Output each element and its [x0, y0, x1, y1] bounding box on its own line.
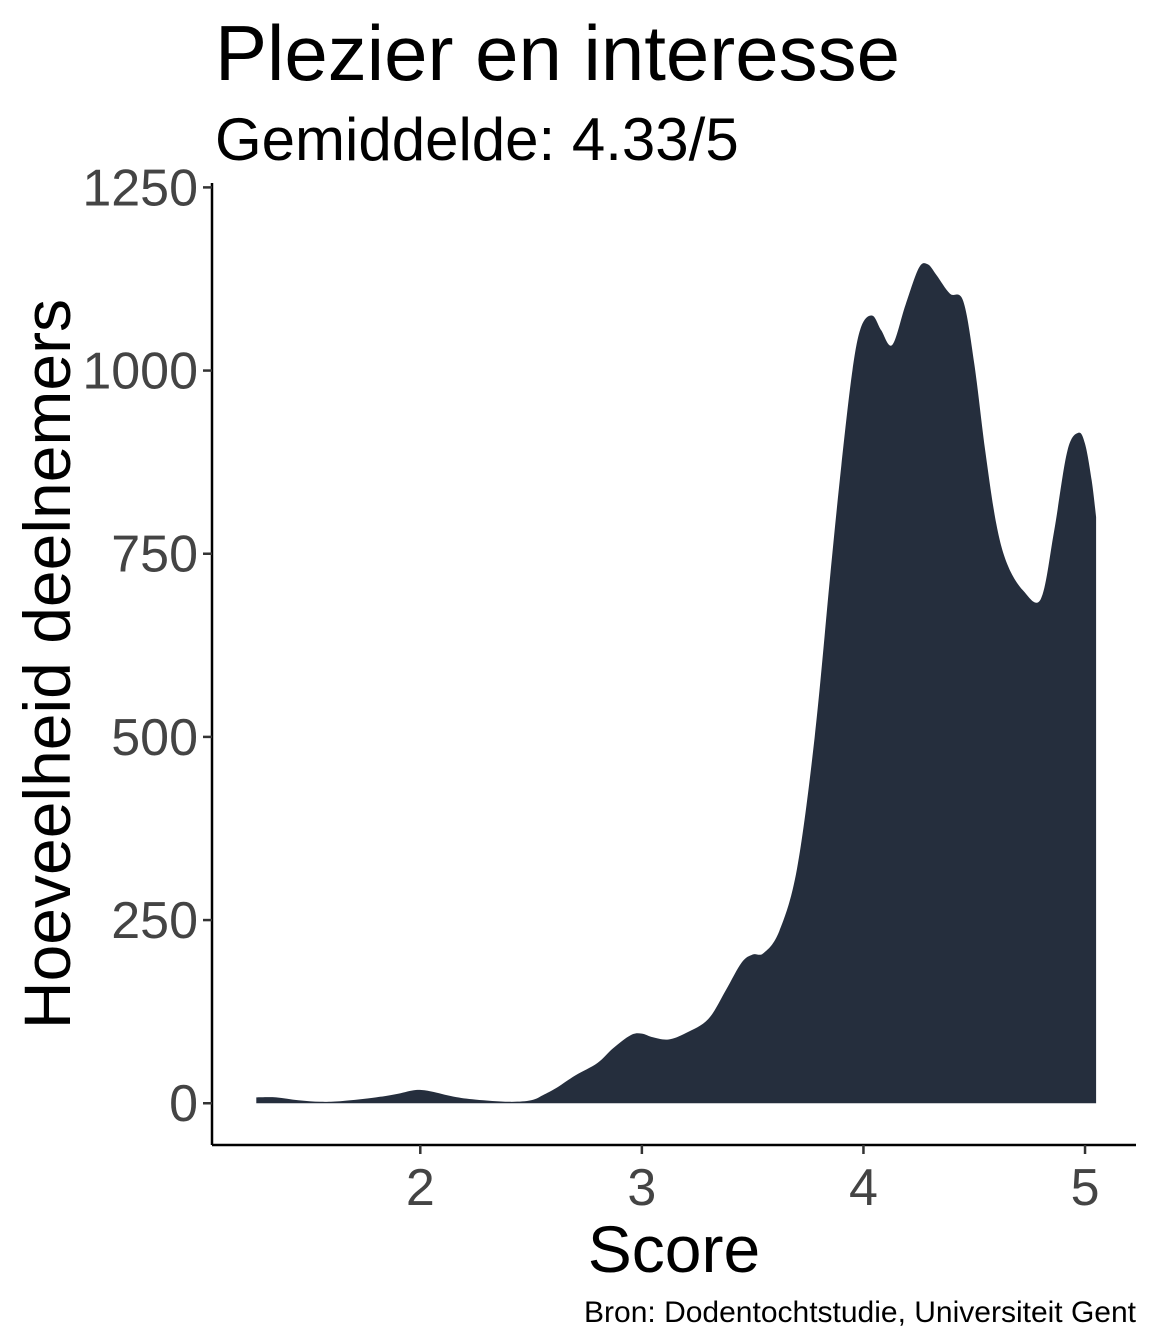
y-axis-ticks: 0 250 500 750 1000 1250 — [82, 159, 212, 1133]
y-tick-label: 1000 — [82, 343, 198, 401]
source-caption: Bron: Dodentochtstudie, Universiteit Gen… — [584, 1296, 1137, 1329]
y-axis-title: Hoeveelheid deelnemers — [10, 299, 84, 1029]
x-tick-label: 5 — [1071, 1159, 1100, 1217]
chart-subtitle: Gemiddelde: 4.33/5 — [215, 106, 739, 173]
x-tick-label: 4 — [849, 1159, 878, 1217]
y-tick-label: 500 — [111, 709, 198, 767]
plot-area — [256, 263, 1097, 1104]
x-axis-title: Score — [588, 1212, 760, 1286]
x-tick-label: 2 — [406, 1159, 435, 1217]
y-tick-label: 0 — [169, 1075, 198, 1133]
x-tick-label: 3 — [627, 1159, 656, 1217]
chart-title: Plezier en interesse — [215, 9, 900, 97]
density-area — [256, 263, 1097, 1104]
y-tick-label: 250 — [111, 892, 198, 950]
y-tick-label: 1250 — [82, 159, 198, 217]
y-tick-label: 750 — [111, 526, 198, 584]
x-axis-ticks: 2 3 4 5 — [406, 1145, 1100, 1217]
